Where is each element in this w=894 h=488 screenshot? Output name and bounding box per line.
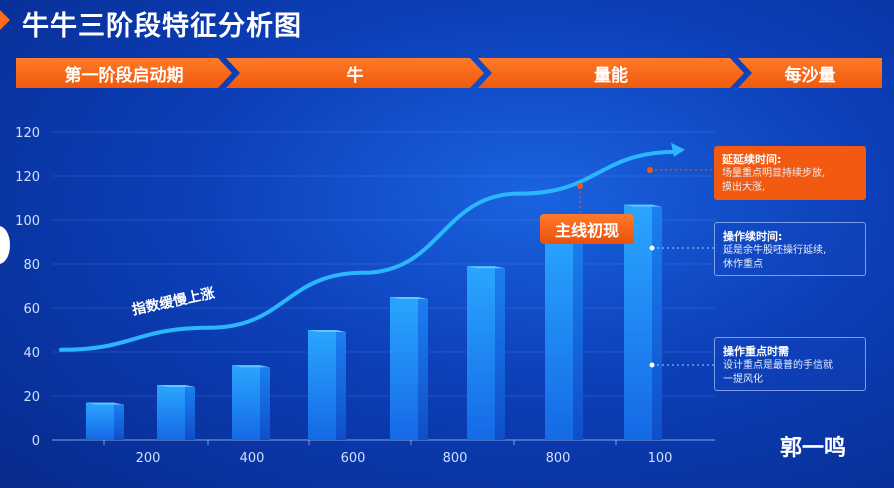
bar xyxy=(86,402,124,440)
bar xyxy=(390,297,428,440)
y-tick-label: 60 xyxy=(23,302,40,317)
title-arrow-icon xyxy=(0,10,10,30)
y-tick-label: 80 xyxy=(23,258,40,273)
bar xyxy=(232,365,270,440)
info-box-text: 休作重点 xyxy=(723,259,763,270)
info-box-operation: 操作续时间: 延是余牛股呸操行延续, 休作重点 xyxy=(714,222,866,276)
side-handle xyxy=(0,226,10,264)
title-bar: 牛牛三阶段特征分析图 xyxy=(0,0,894,50)
info-box-text: 一提风化 xyxy=(723,374,763,385)
info-box-title: 操作重点时需 xyxy=(723,345,789,358)
watermark: 郭一鸣 xyxy=(780,436,847,461)
main-line-badge: 主线初现 xyxy=(540,214,634,244)
stage-3: 量能 xyxy=(478,58,744,88)
stage-1: 第一阶段启动期 xyxy=(16,58,232,88)
info-box-title: 操作续时间: xyxy=(723,230,783,243)
stage-2: 牛 xyxy=(226,58,484,88)
info-box-title: 延延续时间: xyxy=(722,153,782,166)
x-tick-label: 400 xyxy=(240,451,265,466)
info-box-text: 设计重点是最普的手信就 xyxy=(723,360,833,371)
x-tick-label: 600 xyxy=(341,451,366,466)
x-tick-label: 200 xyxy=(136,451,161,466)
y-tick-label: 40 xyxy=(23,346,40,361)
connector-dot xyxy=(649,362,655,368)
connector-dot xyxy=(647,167,653,173)
trend-curve xyxy=(59,149,679,352)
bar xyxy=(545,226,583,440)
chart-title: 牛牛三阶段特征分析图 xyxy=(22,11,302,42)
y-tick-label: 100 xyxy=(15,214,40,229)
connector-dot xyxy=(577,183,583,189)
info-box-duration: 延延续时间: 场量重点明显持续步放, 摸出大涨, xyxy=(714,146,866,200)
y-tick-label: 120 xyxy=(15,126,40,141)
y-tick-label: 120 xyxy=(15,170,40,185)
curve-arrow-icon xyxy=(671,142,685,157)
stage-4: 每沙量 xyxy=(738,58,882,88)
bar xyxy=(467,266,505,440)
stage-strip: 第一阶段启动期 牛 量能 每沙量 xyxy=(16,58,882,88)
x-tick-label: 800 xyxy=(443,451,468,466)
x-tick-label: 800 xyxy=(546,451,571,466)
connector-dot xyxy=(649,245,655,251)
bar xyxy=(308,330,346,440)
y-tick-label: 20 xyxy=(23,390,40,405)
y-tick-label: 0 xyxy=(32,434,40,449)
info-box-text: 场量重点明显持续步放, xyxy=(722,168,826,179)
x-tick-label: 100 xyxy=(648,451,673,466)
info-box-text: 摸出大涨, xyxy=(722,182,766,193)
info-box-text: 延是余牛股呸操行延续, xyxy=(723,245,827,256)
bar xyxy=(157,385,195,440)
info-box-focus: 操作重点时需 设计重点是最普的手信就 一提风化 xyxy=(714,337,866,391)
